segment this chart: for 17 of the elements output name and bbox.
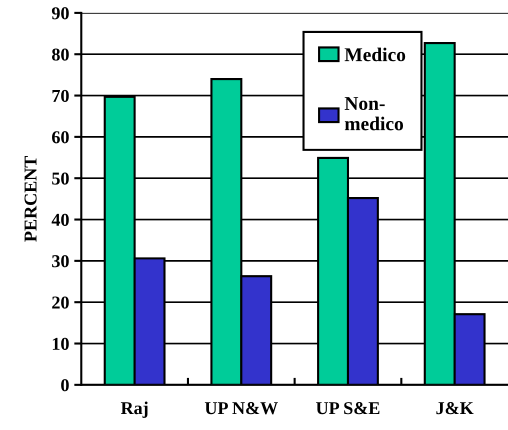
y-tick-label: 70: [52, 90, 69, 102]
legend-label: Medico: [344, 48, 406, 62]
y-tick-label: 20: [52, 296, 69, 309]
y-tick-label: 60: [52, 131, 69, 144]
x-tick-label: UP N&W: [204, 402, 278, 414]
y-tick-label: 40: [52, 214, 69, 226]
x-tick-label: J&K: [436, 402, 474, 414]
y-axis-title: PERCENT: [24, 156, 37, 242]
y-tick-label: 50: [52, 172, 69, 185]
y-tick-label: 0: [61, 379, 69, 392]
legend-label: Non- medico: [344, 97, 404, 130]
x-tick-label: UP S&E: [316, 402, 380, 414]
y-tick-label: 80: [52, 48, 69, 61]
x-tick-label: Raj: [120, 402, 148, 418]
y-tick-label: 10: [52, 338, 69, 350]
y-tick-label: 90: [52, 7, 69, 20]
y-tick-label: 30: [52, 255, 69, 268]
